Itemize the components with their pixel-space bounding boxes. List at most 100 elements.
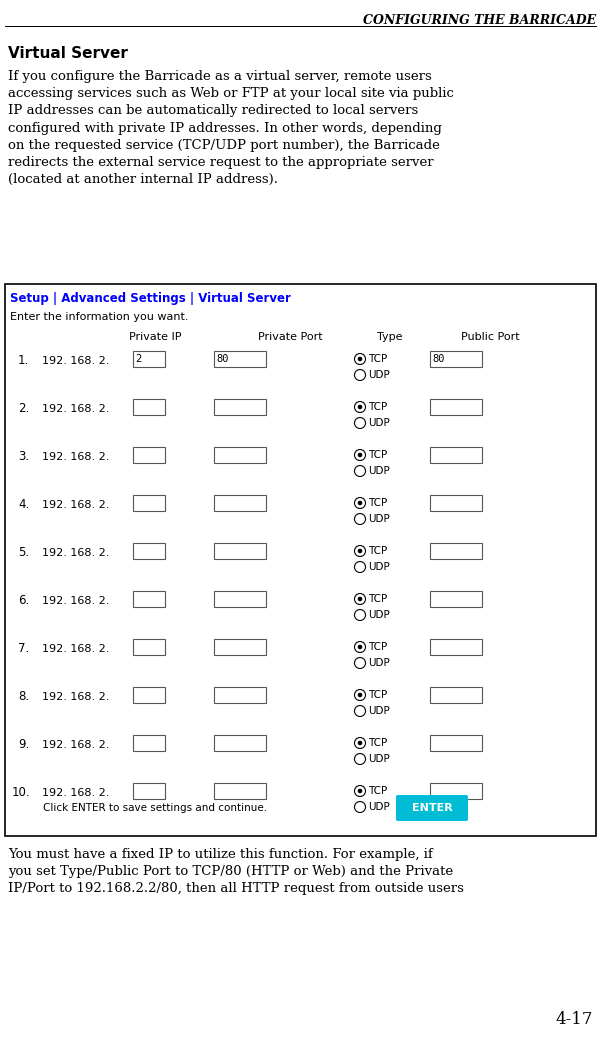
Text: 80: 80 [432,354,445,364]
FancyBboxPatch shape [133,399,165,416]
Circle shape [356,547,364,554]
Text: Enter the information you want.: Enter the information you want. [10,312,189,322]
Text: Click ENTER to save settings and continue.: Click ENTER to save settings and continu… [43,803,267,813]
Text: 8.: 8. [18,690,29,704]
Text: Private IP: Private IP [129,332,182,342]
Text: UDP: UDP [368,802,390,812]
Text: 192. 168. 2.: 192. 168. 2. [42,740,109,750]
Circle shape [355,641,365,652]
Circle shape [355,418,365,428]
Text: TCP: TCP [368,546,388,556]
Text: Public Port: Public Port [461,332,519,342]
Text: 4-17: 4-17 [555,1011,593,1028]
Text: Setup | Advanced Settings | Virtual Server: Setup | Advanced Settings | Virtual Serv… [10,292,291,305]
Circle shape [355,466,365,476]
Circle shape [355,562,365,572]
Text: TCP: TCP [368,450,388,460]
Circle shape [358,405,362,409]
Text: TCP: TCP [368,594,388,604]
Text: UDP: UDP [368,466,390,476]
FancyBboxPatch shape [5,284,596,836]
Circle shape [355,706,365,716]
Text: 192. 168. 2.: 192. 168. 2. [42,548,109,557]
Circle shape [355,498,365,508]
Circle shape [358,740,362,745]
Circle shape [356,595,364,602]
FancyBboxPatch shape [214,543,266,559]
Text: 192. 168. 2.: 192. 168. 2. [42,500,109,511]
FancyBboxPatch shape [133,639,165,655]
Text: You must have a fixed IP to utilize this function. For example, if
you set Type/: You must have a fixed IP to utilize this… [8,848,464,896]
Circle shape [355,802,365,812]
FancyBboxPatch shape [430,351,482,367]
Text: UDP: UDP [368,658,390,668]
Text: 192. 168. 2.: 192. 168. 2. [42,692,109,702]
FancyBboxPatch shape [396,794,468,821]
Text: TCP: TCP [368,354,388,364]
Circle shape [356,643,364,650]
FancyBboxPatch shape [214,351,266,367]
Text: If you configure the Barricade as a virtual server, remote users
accessing servi: If you configure the Barricade as a virt… [8,70,454,186]
Circle shape [355,754,365,764]
FancyBboxPatch shape [214,783,266,799]
Circle shape [356,691,364,698]
Text: 192. 168. 2.: 192. 168. 2. [42,596,109,606]
Text: TCP: TCP [368,498,388,508]
Text: 2: 2 [135,354,141,364]
FancyBboxPatch shape [430,399,482,416]
Text: 80: 80 [216,354,228,364]
Circle shape [355,610,365,620]
Text: Private Port: Private Port [258,332,322,342]
FancyBboxPatch shape [133,351,165,367]
FancyBboxPatch shape [133,783,165,799]
Text: UDP: UDP [368,514,390,524]
Text: CONFIGURING THE BARRICADE: CONFIGURING THE BARRICADE [363,14,596,27]
Text: UDP: UDP [368,754,390,764]
Text: 192. 168. 2.: 192. 168. 2. [42,788,109,798]
Circle shape [356,499,364,506]
FancyBboxPatch shape [214,447,266,462]
FancyBboxPatch shape [133,543,165,559]
Circle shape [356,739,364,746]
FancyBboxPatch shape [430,783,482,799]
FancyBboxPatch shape [430,543,482,559]
Text: TCP: TCP [368,786,388,796]
Circle shape [356,355,364,362]
Text: 9.: 9. [18,738,29,752]
FancyBboxPatch shape [214,735,266,751]
Circle shape [355,370,365,380]
Text: UDP: UDP [368,370,390,380]
Circle shape [356,787,364,794]
FancyBboxPatch shape [133,447,165,462]
FancyBboxPatch shape [133,735,165,751]
FancyBboxPatch shape [430,687,482,703]
Text: Virtual Server: Virtual Server [8,46,128,61]
Text: TCP: TCP [368,642,388,652]
FancyBboxPatch shape [133,495,165,511]
FancyBboxPatch shape [214,495,266,511]
FancyBboxPatch shape [214,399,266,416]
Text: TCP: TCP [368,690,388,699]
Text: UDP: UDP [368,610,390,620]
Circle shape [358,357,362,361]
Circle shape [356,451,364,458]
Text: TCP: TCP [368,402,388,412]
Circle shape [355,354,365,364]
Text: 10.: 10. [12,786,31,800]
Text: 192. 168. 2.: 192. 168. 2. [42,452,109,462]
Text: 192. 168. 2.: 192. 168. 2. [42,356,109,366]
FancyBboxPatch shape [430,495,482,511]
Circle shape [355,402,365,412]
Text: 192. 168. 2.: 192. 168. 2. [42,644,109,654]
Circle shape [355,658,365,668]
Circle shape [358,788,362,793]
Circle shape [355,546,365,556]
FancyBboxPatch shape [214,639,266,655]
Text: ENTER: ENTER [412,803,453,813]
Text: 6.: 6. [18,594,29,608]
Circle shape [358,453,362,457]
Circle shape [355,593,365,604]
Text: 7.: 7. [18,642,29,656]
Circle shape [355,514,365,524]
Circle shape [358,549,362,553]
